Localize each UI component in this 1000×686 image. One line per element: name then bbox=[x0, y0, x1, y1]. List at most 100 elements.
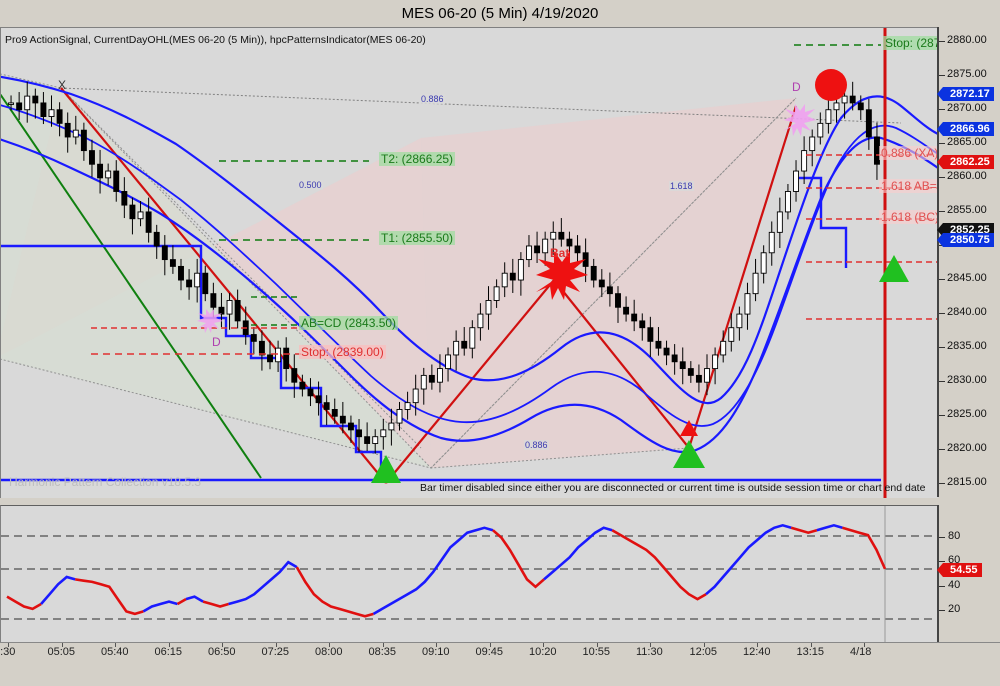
oscillator-tick-label: 40 bbox=[948, 578, 961, 591]
oscillator-panel[interactable]: © 2020 NinjaTrader, LLC bbox=[0, 505, 938, 643]
price-tick bbox=[939, 176, 945, 178]
time-tick bbox=[115, 643, 116, 647]
candlestick-series bbox=[8, 81, 880, 454]
candle-body bbox=[56, 109, 63, 124]
candle-body bbox=[40, 102, 47, 118]
candle-body bbox=[477, 313, 484, 329]
target-label-t2: T2: (2866.25) bbox=[379, 152, 456, 166]
candle-body bbox=[501, 272, 508, 288]
time-tick-label: 08:00 bbox=[315, 646, 343, 658]
candle-body bbox=[526, 245, 532, 261]
candle-body bbox=[857, 102, 864, 111]
candle-body bbox=[210, 293, 217, 308]
candle-body bbox=[234, 300, 241, 322]
fib-ratio-886-lower: 0.886 bbox=[524, 440, 549, 450]
candle-body bbox=[623, 306, 630, 315]
oscillator-line-up bbox=[185, 595, 204, 603]
indicator-header-text: Pro9 ActionSignal, CurrentDayOHL(MES 06-… bbox=[5, 34, 426, 46]
candle-body bbox=[817, 122, 824, 138]
bat-pattern-marker bbox=[536, 251, 588, 300]
time-tick-label: 12:40 bbox=[743, 646, 771, 658]
fib-label-1618-bc: 1.618 (BC) bbox=[879, 210, 938, 224]
price-tick bbox=[939, 313, 945, 315]
candle-body bbox=[825, 109, 832, 124]
oscillator-tick bbox=[939, 536, 945, 538]
candle-body bbox=[590, 265, 597, 281]
price-tick-label: 2815.00 bbox=[947, 476, 987, 489]
fib-ratio-886-upper: 0.886 bbox=[420, 94, 445, 104]
candle-body bbox=[833, 102, 840, 111]
candle-body bbox=[445, 354, 452, 370]
candle-body bbox=[704, 368, 710, 383]
price-axis[interactable]: 2880.00 2875.00 2870.00 2865.00 2860.00 2855.… bbox=[937, 27, 1000, 497]
price-chart-panel[interactable]: Pro9 ActionSignal, CurrentDayOHL(MES 06-… bbox=[0, 27, 938, 498]
candle-body bbox=[517, 259, 524, 281]
candle-body bbox=[275, 347, 282, 363]
price-tick-label: 2855.00 bbox=[947, 203, 987, 216]
candle-body bbox=[647, 327, 654, 342]
time-tick-label: 13:15 bbox=[796, 646, 825, 658]
price-tag: 2866.96 bbox=[937, 122, 994, 137]
candle-body bbox=[283, 347, 290, 370]
time-tick bbox=[489, 643, 491, 647]
price-tick-label: 2875.00 bbox=[947, 67, 987, 80]
oscillator-line-up bbox=[372, 526, 494, 616]
oscillator-line-down bbox=[295, 566, 374, 618]
time-tick-label: 4/18 bbox=[850, 646, 872, 658]
candle-body bbox=[161, 245, 168, 261]
price-chart-svg bbox=[1, 28, 938, 498]
candle-body bbox=[137, 211, 144, 220]
time-tick-label: 10:20 bbox=[529, 646, 557, 658]
candle-body bbox=[509, 272, 516, 281]
candle-body bbox=[420, 374, 427, 390]
fib-line-500 bbox=[60, 87, 422, 449]
price-tick bbox=[939, 449, 945, 451]
buy-signal-triangle-2 bbox=[673, 440, 705, 468]
candle-body bbox=[841, 95, 848, 104]
candle-body bbox=[809, 136, 816, 152]
candle-body bbox=[331, 408, 338, 417]
window-title-bar: MES 06-20 (5 Min) 4/19/2020 bbox=[0, 0, 1000, 26]
candle-body bbox=[728, 327, 735, 342]
oscillator-series bbox=[6, 523, 887, 618]
candle-body bbox=[307, 388, 314, 397]
oscillator-svg bbox=[1, 506, 938, 643]
candle-body bbox=[388, 422, 395, 431]
candle-body bbox=[347, 422, 354, 431]
candle-body bbox=[153, 231, 160, 247]
price-tick-label: 2830.00 bbox=[947, 374, 987, 387]
candle-body bbox=[339, 415, 346, 424]
oscillator-tick bbox=[939, 585, 945, 587]
time-tick-label: 07:25 bbox=[261, 646, 290, 658]
price-tick-label: 2820.00 bbox=[947, 442, 987, 455]
candle-body bbox=[226, 300, 233, 315]
candle-body bbox=[8, 102, 15, 105]
price-tag: 2862.25 bbox=[937, 154, 994, 169]
candle-body bbox=[364, 436, 371, 444]
oscillator-axis[interactable]: 80 60 40 20 54.55 bbox=[937, 505, 1000, 642]
stop-label-2839: Stop: (2839.00) bbox=[299, 345, 386, 359]
candle-body bbox=[631, 313, 638, 322]
time-axis[interactable]: 4:30 05:05 05:40 06:15 06:50 07:25 08:00 08:35 0… bbox=[0, 642, 1000, 686]
candle-body bbox=[194, 272, 201, 288]
buy-signal-triangle-1 bbox=[371, 455, 401, 483]
price-tag: 2872.17 bbox=[937, 86, 994, 101]
watermark-text: Harmonic Pattern Collection v18.5.3 bbox=[9, 475, 202, 489]
oscillator-line-up bbox=[40, 575, 76, 605]
daily-high-step-line bbox=[796, 176, 848, 268]
oscillator-line-down bbox=[492, 529, 545, 589]
candle-body bbox=[412, 388, 419, 404]
candle-body bbox=[16, 102, 23, 111]
price-tick bbox=[939, 483, 945, 485]
candle-body bbox=[687, 368, 694, 376]
price-tick bbox=[939, 210, 945, 212]
page-title: MES 06-20 (5 Min) 4/19/2020 bbox=[401, 4, 599, 22]
price-tick-label: 2880.00 bbox=[947, 33, 987, 46]
time-tick-label: 05:05 bbox=[47, 646, 76, 658]
candle-body bbox=[218, 306, 225, 315]
candle-body bbox=[550, 231, 557, 240]
time-tick-label: 08:35 bbox=[368, 646, 397, 658]
candle-body bbox=[542, 238, 549, 254]
price-tick bbox=[939, 381, 945, 383]
target-label-abcd: AB=CD (2843.50) bbox=[299, 316, 399, 330]
